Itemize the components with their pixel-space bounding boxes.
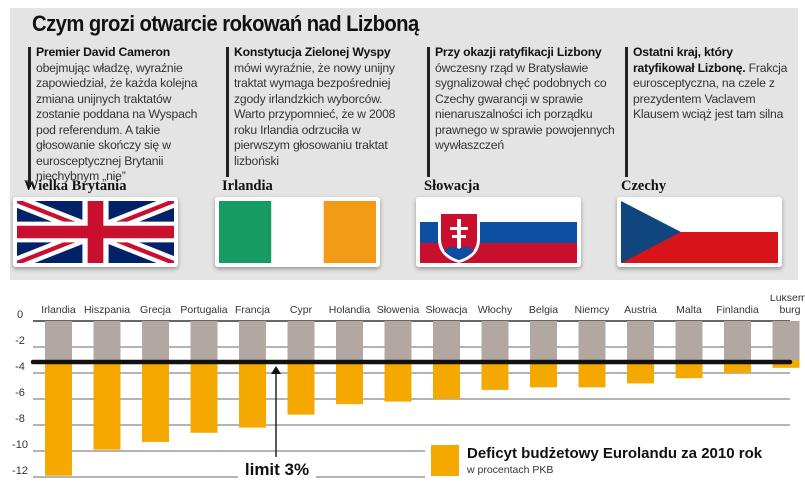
- slovakia-flag: [416, 197, 581, 267]
- limit-segment-bar: [675, 321, 703, 360]
- deficit-chart: 0 -2 -4 -6 -8 -10 -12 Irlandia Hiszpania Grecja P…: [12, 295, 805, 485]
- column-lead: Premier David Cameron: [36, 45, 170, 59]
- limit-segment-bar: [578, 321, 606, 360]
- deficit-bar: [578, 360, 606, 388]
- x-tick-label: burg: [779, 304, 800, 316]
- column-text: Konstytucja Zielonej Wyspy mówi wyraźnie…: [234, 45, 414, 169]
- limit-segment-bar: [433, 321, 460, 360]
- x-tick-label: Cypr: [290, 304, 313, 316]
- limit-segment-bar: [45, 321, 72, 360]
- deficit-bar: [93, 360, 121, 450]
- x-tick-label: Luksem-: [770, 295, 805, 304]
- limit-segment-bar: [772, 321, 800, 360]
- country-label-czech: Czechy: [621, 178, 667, 194]
- y-tick-label: -12: [12, 465, 28, 477]
- column-lead: Przy okazji ratyfikacji Lizbony: [435, 45, 602, 59]
- limit-layer: limit 3%: [30, 359, 793, 479]
- limit-segment-bar: [93, 321, 121, 360]
- column-text: Ostatni kraj, który ratyfikował Lizbonę.…: [633, 45, 793, 123]
- deficit-bar: [627, 360, 654, 384]
- x-tick-label: Belgia: [529, 304, 558, 316]
- limit-segment-bar: [190, 321, 218, 360]
- limit-label: limit 3%: [245, 460, 309, 479]
- deficit-bar: [190, 360, 218, 433]
- legend-bg: [425, 435, 800, 485]
- deficit-bar: [336, 360, 363, 405]
- x-tick-label: Irlandia: [41, 304, 76, 316]
- limit-label-bg: [238, 457, 316, 479]
- limit-segment-bar: [239, 321, 266, 360]
- x-tick-label: Słowenia: [377, 304, 420, 316]
- y-tick-label: -6: [15, 387, 25, 399]
- deficit-bar: [433, 360, 460, 399]
- limit-segment-bar: [142, 321, 169, 360]
- column-body: Frakcja eurosceptyczna, na czele z prezy…: [633, 60, 788, 122]
- legend-title: Deficyt budżetowy Eurolandu za 2010 rok: [467, 445, 763, 462]
- deficit-bar: [45, 360, 72, 476]
- y-tick-label: 0: [17, 309, 23, 321]
- limit-segment-bar: [724, 321, 751, 360]
- y-tick-label: -4: [15, 361, 25, 373]
- czech-flag-icon: [621, 201, 778, 263]
- column-divider: [28, 47, 31, 187]
- column-divider: [427, 47, 430, 177]
- x-tick-label: Włochy: [478, 304, 513, 316]
- legend: Deficyt budżetowy Eurolandu za 2010 rok …: [425, 435, 800, 485]
- limit-arrow-icon: [271, 366, 281, 374]
- country-label-ireland: Irlandia: [222, 178, 273, 194]
- x-tick-label: Holandia: [329, 304, 371, 316]
- deficit-bar: [530, 360, 557, 388]
- x-tick-label: Portugalia: [180, 304, 227, 316]
- column-divider: [625, 47, 628, 177]
- x-tick-label: Słowacja: [425, 304, 467, 316]
- y-tick-label: -8: [15, 413, 25, 425]
- deficit-bar: [384, 360, 412, 402]
- x-tick-label: Finlandia: [716, 304, 759, 316]
- x-tick-label: Austria: [624, 304, 657, 316]
- deficit-bar: [675, 360, 703, 379]
- uk-flag-icon: [17, 201, 174, 263]
- column-body: ówczesny rząd w Bratysławie sygnalizował…: [435, 60, 615, 153]
- column-text: Premier David Cameron obejmując władzę, w…: [36, 45, 216, 185]
- x-axis-labels: Irlandia Hiszpania Grecja Portugalia Francja…: [41, 295, 805, 316]
- x-tick-label: Hiszpania: [84, 304, 130, 316]
- column-divider: [226, 47, 229, 177]
- limit-segment-bar: [287, 321, 315, 360]
- limit-segment-bar: [530, 321, 557, 360]
- column-text: Przy okazji ratyfikacji Lizbony ówczesny…: [435, 45, 615, 154]
- deficit-bar: [142, 360, 169, 442]
- limit-segment-bar: [481, 321, 509, 360]
- legend-subtitle: w procentach PKB: [466, 464, 553, 476]
- deficit-bar: [287, 360, 315, 415]
- deficit-bar: [239, 360, 266, 428]
- ireland-flag: [215, 197, 380, 267]
- page-title: Czym grozi otwarcie rokowań nad Lizboną: [32, 11, 419, 36]
- column-body: obejmując władzę, wyraźnie zapowiedział,…: [36, 60, 198, 184]
- column-body: mówi wyraźnie, że nowy unijny traktat wy…: [234, 60, 396, 168]
- column-lead: Konstytucja Zielonej Wyspy: [234, 45, 391, 59]
- x-tick-label: Malta: [676, 304, 702, 316]
- x-tick-label: Niemcy: [574, 304, 610, 316]
- x-tick-label: Francja: [235, 304, 270, 316]
- deficit-bar: [481, 360, 509, 390]
- slovakia-flag-icon: [420, 201, 577, 263]
- legend-swatch: [431, 445, 459, 476]
- bars: [45, 321, 800, 476]
- x-tick-label: Grecja: [140, 304, 171, 316]
- country-label-slovakia: Słowacja: [424, 178, 480, 194]
- country-label-uk: Wielka Brytania: [24, 178, 127, 194]
- limit-segment-bar: [336, 321, 363, 360]
- column-lead: Ostatni kraj, który ratyfikował Lizbonę.: [633, 45, 746, 75]
- y-axis-ticks: 0 -2 -4 -6 -8 -10 -12: [12, 309, 28, 477]
- uk-flag: [13, 197, 178, 267]
- czech-flag: [617, 197, 782, 267]
- y-tick-label: -2: [15, 335, 25, 347]
- limit-segment-bar: [627, 321, 654, 360]
- y-tick-label: -10: [12, 439, 28, 451]
- ireland-flag-icon: [219, 201, 376, 263]
- limit-segment-bar: [384, 321, 412, 360]
